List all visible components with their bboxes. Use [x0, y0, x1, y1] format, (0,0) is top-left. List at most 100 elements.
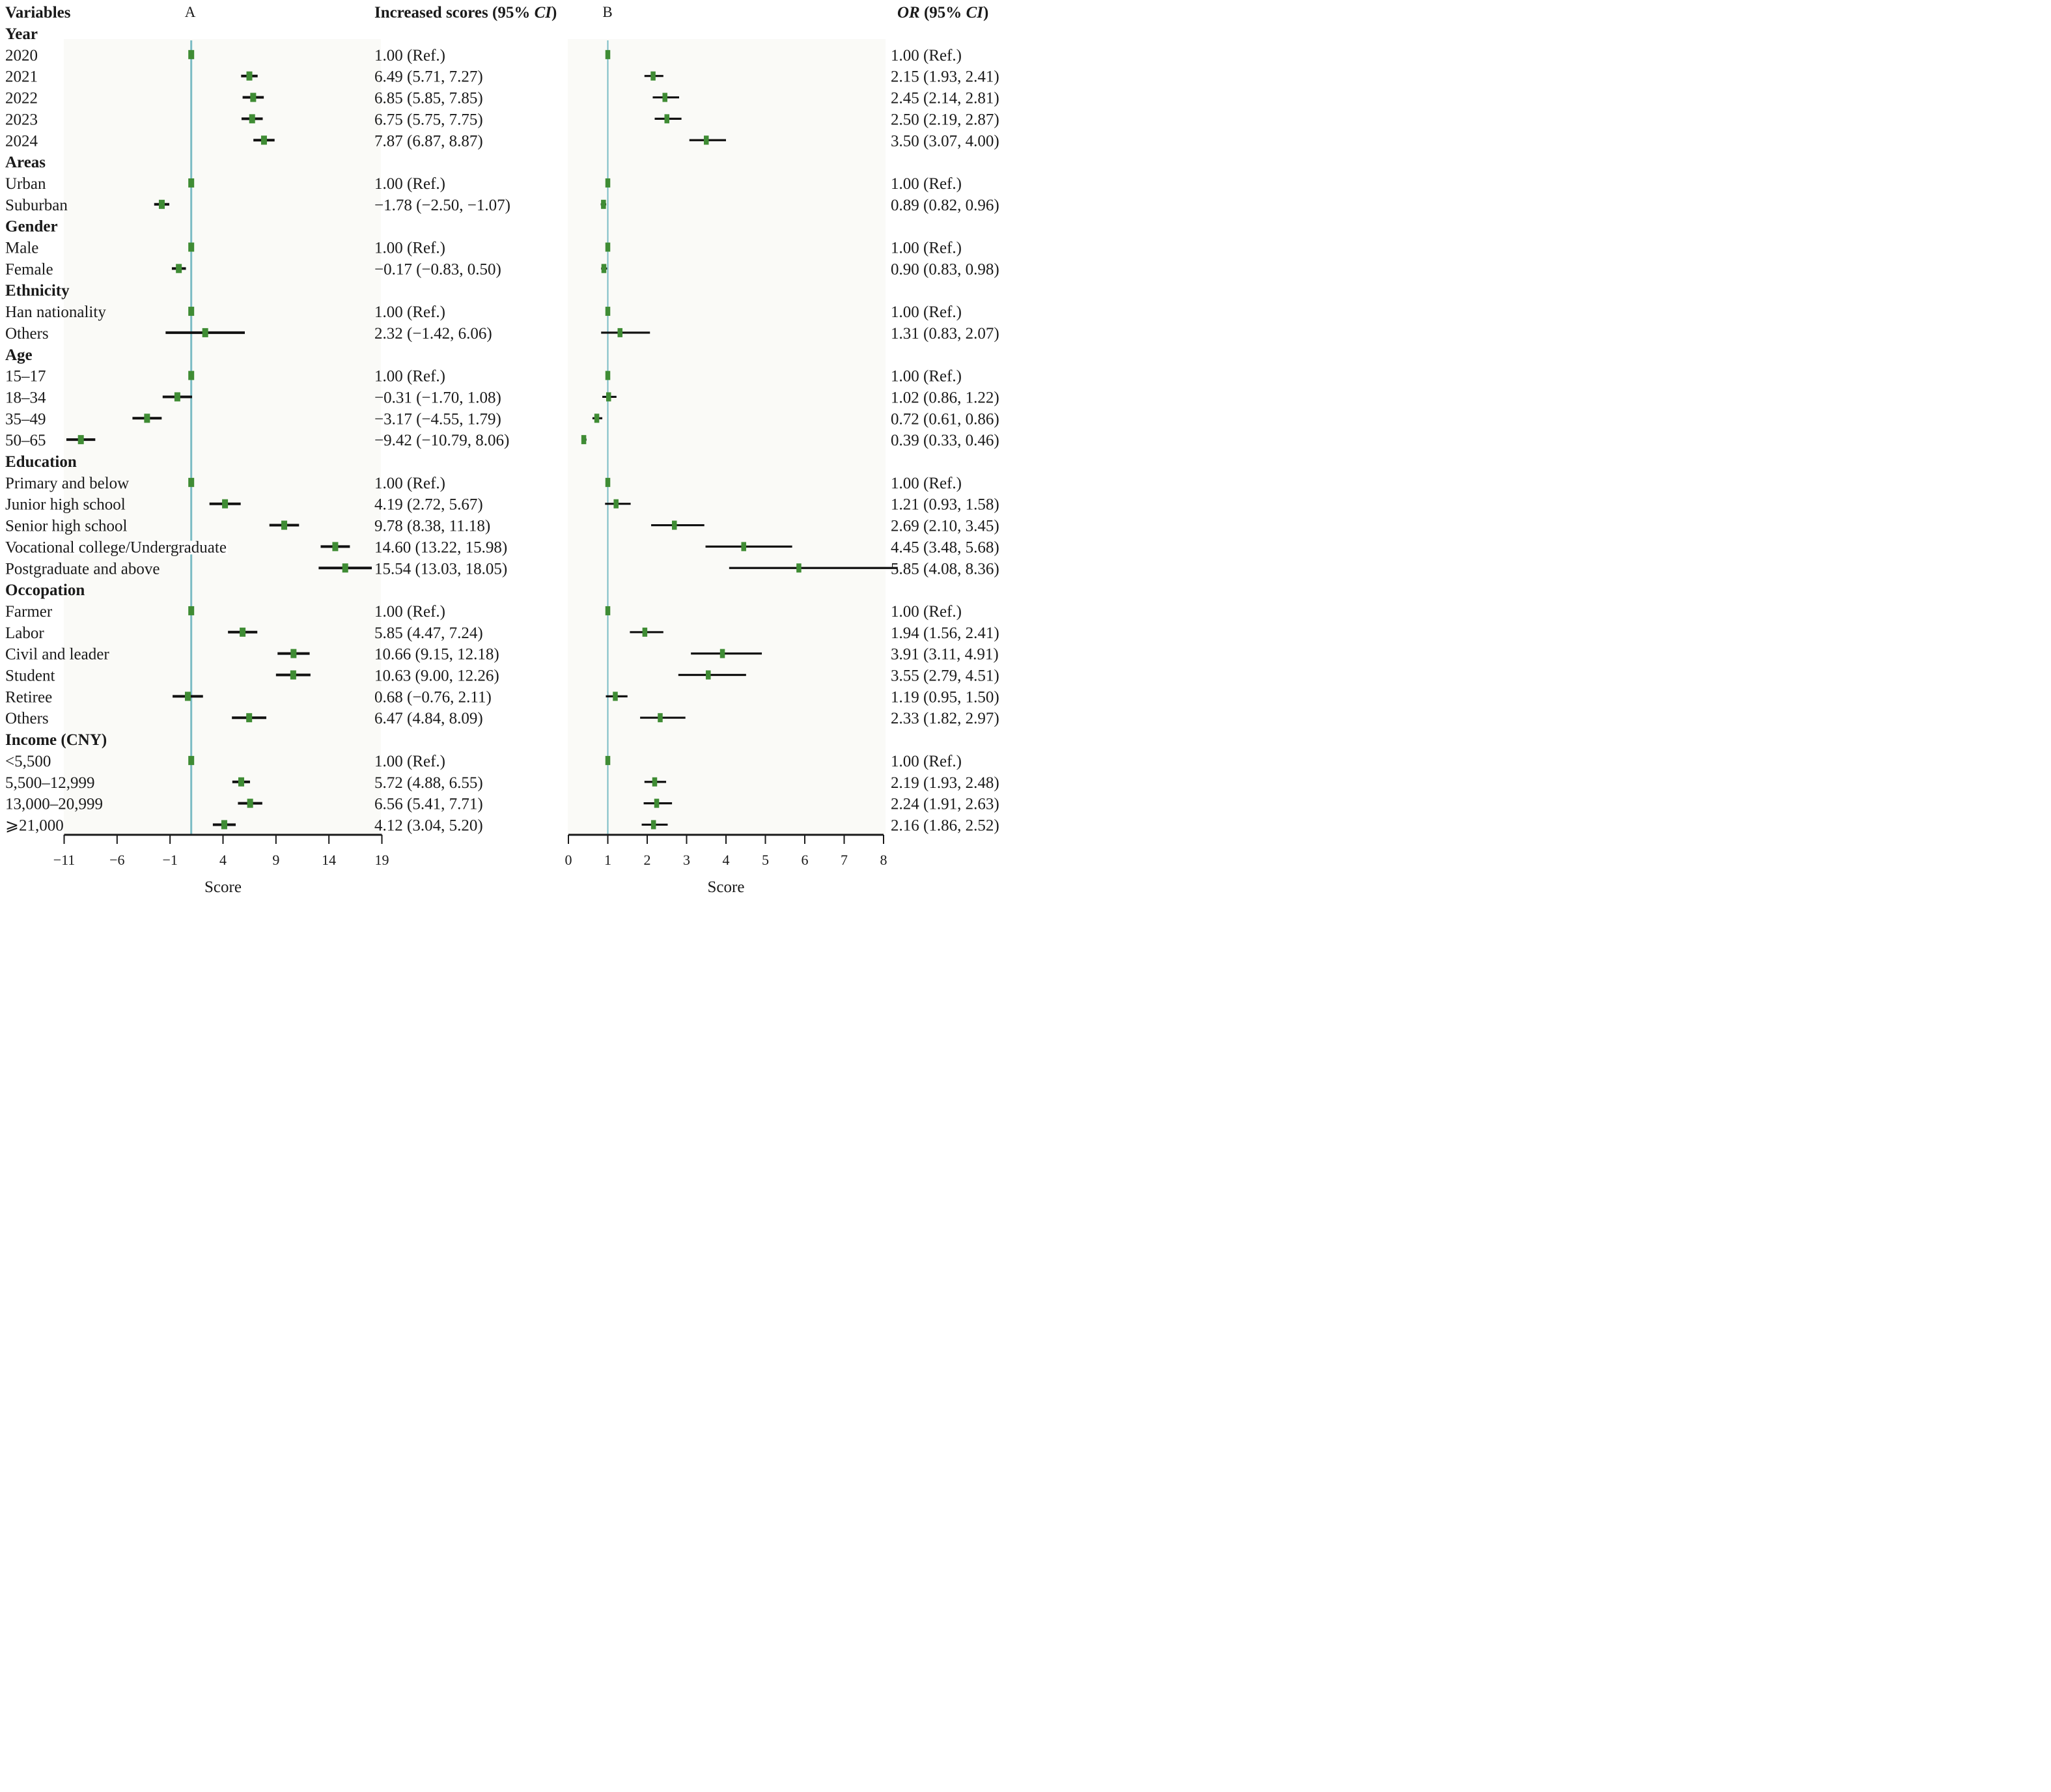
- row-label: Vocational college/Undergraduate: [5, 539, 227, 556]
- x-axis-title: Score: [708, 878, 745, 896]
- row-label: 13,000–20,999: [5, 796, 103, 813]
- column-header-part: OR: [897, 4, 920, 21]
- point-estimate-marker: [605, 49, 611, 59]
- estimate-text: 0.72 (0.61, 0.86): [891, 410, 999, 428]
- estimate-text: 1.00 (Ref.): [374, 175, 445, 193]
- column-header-b: OR (95% CI): [897, 4, 988, 21]
- estimate-text: 1.00 (Ref.): [891, 753, 962, 770]
- estimate-text: 2.50 (2.19, 2.87): [891, 111, 999, 128]
- panel-b-background: [568, 39, 886, 833]
- group-header: Areas: [5, 154, 46, 171]
- row-label: Han nationality: [5, 303, 106, 321]
- estimate-text: −9.42 (−10.79, 8.06): [374, 432, 509, 449]
- estimate-text: 1.00 (Ref.): [891, 47, 962, 64]
- point-estimate-marker: [719, 649, 725, 658]
- estimate-text: 6.49 (5.71, 7.27): [374, 68, 483, 86]
- x-tick-label: −1: [162, 852, 177, 868]
- point-estimate-marker: [581, 435, 587, 445]
- point-estimate-marker: [250, 92, 257, 102]
- point-estimate-marker: [176, 264, 182, 273]
- x-tick-label: 14: [322, 852, 336, 868]
- forest-plot-figure: Year 2020 2021 2022 2023 2024 Areas Urban Suburb…: [4, 4, 999, 896]
- x-tick-label: 6: [802, 852, 809, 868]
- row-label: 35–49: [5, 410, 46, 428]
- point-estimate-marker: [606, 392, 611, 402]
- panel-letter-a: A: [185, 4, 196, 20]
- point-estimate-marker: [188, 755, 195, 765]
- estimate-text: 4.12 (3.04, 5.20): [374, 817, 483, 834]
- row-label: Student: [5, 667, 55, 685]
- point-estimate-marker: [222, 499, 229, 509]
- row-label: Others: [5, 710, 49, 727]
- point-estimate-marker: [240, 627, 246, 637]
- estimate-text: 1.21 (0.93, 1.58): [891, 496, 999, 514]
- x-tick-label: 5: [762, 852, 769, 868]
- estimate-text: −3.17 (−4.55, 1.79): [374, 410, 501, 428]
- estimate-text: 2.45 (2.14, 2.81): [891, 90, 999, 107]
- estimate-text: 1.00 (Ref.): [374, 475, 445, 492]
- point-estimate-marker: [601, 264, 607, 273]
- point-estimate-marker: [650, 820, 656, 830]
- group-header: Occopation: [5, 581, 85, 599]
- column-header-part: Increased scores (95%: [374, 4, 535, 21]
- estimate-text: 2.19 (1.93, 2.48): [891, 774, 999, 792]
- point-estimate-marker: [260, 135, 267, 145]
- x-tick-label: 7: [841, 852, 848, 868]
- estimate-text: 15.54 (13.03, 18.05): [374, 560, 507, 578]
- point-estimate-marker: [617, 328, 623, 337]
- x-tick-label: 3: [683, 852, 690, 868]
- point-estimate-marker: [342, 563, 348, 573]
- row-label: Male: [5, 240, 38, 257]
- x-tick-label: 0: [565, 852, 572, 868]
- estimate-text: 7.87 (6.87, 8.87): [374, 132, 483, 150]
- column-header-part: CI: [966, 4, 984, 21]
- estimate-text: 1.00 (Ref.): [374, 603, 445, 621]
- estimate-text: 9.78 (8.38, 11.18): [374, 518, 490, 535]
- row-label: Urban: [5, 175, 46, 193]
- row-label: Primary and below: [5, 475, 129, 492]
- column-header-part: (95%: [920, 4, 966, 21]
- group-header: Income (CNY): [5, 731, 107, 749]
- row-label: Suburban: [5, 197, 68, 214]
- point-estimate-marker: [605, 755, 611, 765]
- point-estimate-marker: [605, 307, 611, 316]
- point-estimate-marker: [202, 328, 208, 337]
- estimate-text: 5.72 (4.88, 6.55): [374, 774, 483, 792]
- estimate-text: 2.15 (1.93, 2.41): [891, 68, 999, 86]
- x-tick-label: 1: [604, 852, 611, 868]
- point-estimate-marker: [605, 477, 611, 487]
- x-tick-label: −6: [109, 852, 124, 868]
- point-estimate-marker: [188, 242, 195, 252]
- estimate-text: 2.16 (1.86, 2.52): [891, 817, 999, 834]
- point-estimate-marker: [664, 114, 669, 124]
- point-estimate-marker: [605, 606, 611, 615]
- point-estimate-marker: [671, 520, 677, 530]
- row-label: Retiree: [5, 688, 52, 706]
- estimate-text: 1.00 (Ref.): [374, 753, 445, 770]
- panel-a-background: [64, 39, 381, 833]
- point-estimate-marker: [188, 606, 195, 615]
- point-estimate-marker: [290, 649, 297, 658]
- estimate-text: 10.63 (9.00, 12.26): [374, 667, 499, 685]
- estimate-text: 3.91 (3.11, 4.91): [891, 646, 999, 664]
- label-knockout: [4, 540, 228, 555]
- row-label: 5,500–12,999: [5, 774, 95, 792]
- point-estimate-marker: [249, 114, 255, 124]
- point-estimate-marker: [246, 71, 253, 81]
- column-header-a: Increased scores (95% CI): [374, 4, 557, 21]
- estimate-text: 10.66 (9.15, 12.18): [374, 646, 499, 664]
- row-label: Labor: [5, 624, 44, 642]
- point-estimate-marker: [741, 542, 746, 552]
- point-estimate-marker: [796, 563, 802, 573]
- column-header-part: ): [983, 4, 988, 21]
- x-tick-label: 8: [880, 852, 887, 868]
- point-estimate-marker: [188, 371, 195, 380]
- row-label: Farmer: [5, 603, 53, 621]
- estimate-text: 1.00 (Ref.): [374, 303, 445, 321]
- estimate-text: 14.60 (13.22, 15.98): [374, 539, 507, 556]
- estimate-text: 1.00 (Ref.): [891, 603, 962, 621]
- row-label: 18–34: [5, 389, 46, 406]
- point-estimate-marker: [290, 670, 296, 680]
- point-estimate-marker: [594, 413, 600, 423]
- row-label: Junior high school: [5, 496, 126, 514]
